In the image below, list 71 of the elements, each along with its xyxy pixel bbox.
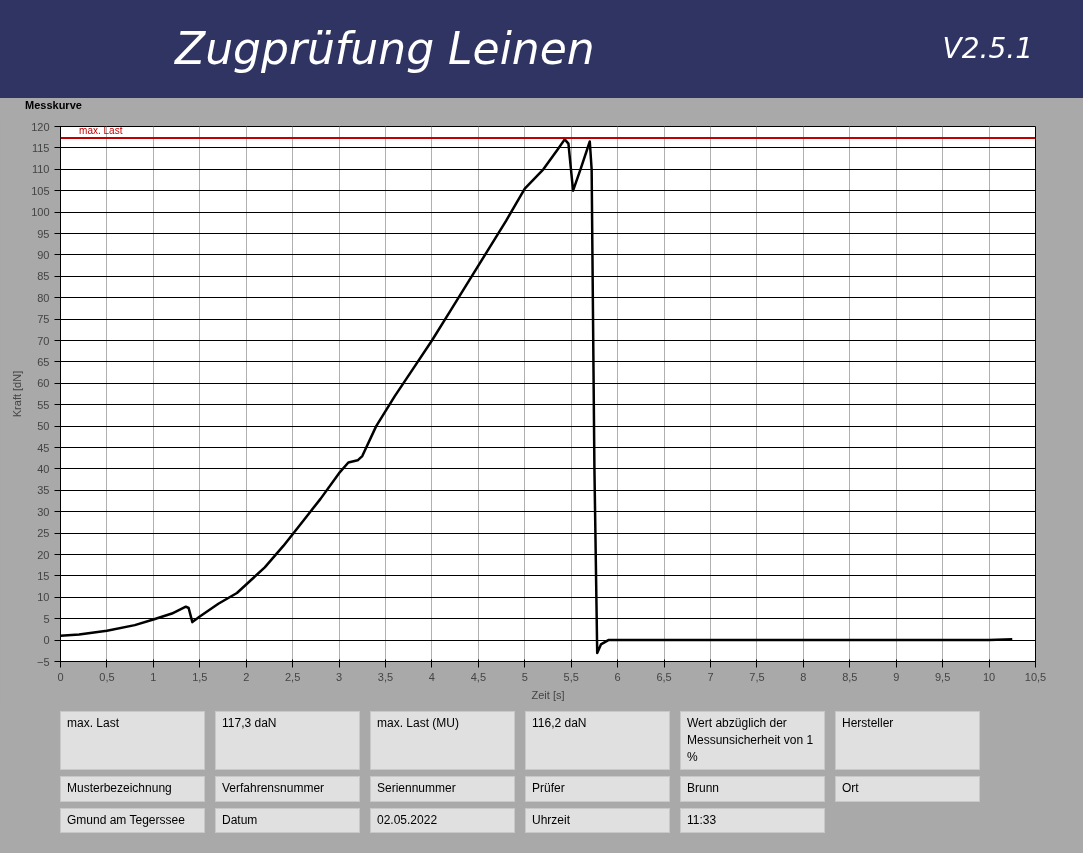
text: Verfahrensnummer	[215, 776, 360, 802]
x-tick-label: 6	[614, 670, 621, 683]
x-tick-label: 2	[243, 670, 250, 683]
x-tick-label: 5,5	[563, 670, 579, 683]
y-tick-label: −5	[36, 655, 50, 668]
x-tick-label: 7,5	[749, 670, 765, 683]
x-tick-label: 0,5	[99, 670, 115, 683]
y-tick-label: 10	[37, 591, 50, 604]
chart-title: Zugprüfung Leinen	[175, 21, 595, 76]
y-tick-label: 105	[31, 184, 50, 197]
x-tick-label: 5	[521, 670, 528, 683]
x-tick-label: 1,5	[192, 670, 208, 683]
y-tick-label: 45	[37, 441, 50, 454]
x-axis-title: Zeit [s]	[531, 688, 565, 701]
y-tick-label: 100	[31, 206, 50, 219]
text: Prüfer	[525, 776, 670, 802]
text: Brunn	[680, 776, 825, 802]
x-tick-label: 6,5	[656, 670, 672, 683]
y-tick-label: 5	[43, 612, 50, 625]
text: Ort	[835, 776, 980, 802]
y-tick-label: 50	[37, 420, 50, 433]
text: Wert abzüglich der Messunsicherheit von 1 %	[680, 711, 825, 771]
y-tick-label: 25	[37, 527, 50, 540]
y-tick-label: 65	[37, 355, 50, 368]
y-tick-label: 120	[31, 120, 50, 133]
y-tick-label: 40	[37, 462, 50, 475]
y-tick-label: 115	[31, 141, 50, 154]
x-tick-label: 10	[982, 670, 996, 683]
text: Uhrzeit	[525, 807, 670, 833]
text: 02.05.2022	[370, 807, 515, 833]
y-tick-label: 90	[37, 248, 50, 261]
text: 11:33	[680, 807, 825, 833]
x-tick-label: 7	[707, 670, 714, 683]
x-tick-label: 8,5	[842, 670, 858, 683]
y-tick-label: 75	[37, 313, 50, 326]
y-tick-label: 70	[37, 334, 50, 347]
x-tick-label: 4	[428, 670, 435, 683]
text: max. Last (MU)	[370, 711, 515, 771]
y-axis-title: Kraft [dN]	[11, 370, 24, 418]
y-tick-label: 15	[37, 569, 50, 582]
x-tick-label: 9	[893, 670, 900, 683]
chart-subtitle: V2.5.1	[942, 31, 1033, 67]
y-tick-label: 0	[43, 634, 50, 647]
x-tick-label: 2,5	[285, 670, 301, 683]
text: 116,2 daN	[525, 711, 670, 771]
y-tick-label: 60	[37, 377, 50, 390]
text: max. Last	[60, 711, 205, 771]
y-tick-label: 85	[37, 270, 50, 283]
y-tick-label: 35	[37, 484, 50, 497]
x-tick-label: 1	[150, 670, 157, 683]
y-tick-label: 30	[37, 505, 50, 518]
y-tick-label: 80	[37, 291, 50, 304]
y-tick-label: 95	[37, 227, 50, 240]
ref-line-label: max. Last	[79, 125, 123, 137]
x-tick-label: 10,5	[1024, 670, 1047, 683]
text: 117,3 daN	[215, 711, 360, 771]
y-tick-label: 55	[37, 398, 50, 411]
text: Gmund am Tegerssee	[60, 807, 205, 833]
x-tick-label: 3,5	[377, 670, 394, 683]
x-tick-label: 9,5	[935, 670, 951, 683]
y-tick-label: 20	[37, 548, 50, 561]
x-tick-label: 8	[800, 670, 807, 683]
text: Datum	[215, 807, 360, 833]
text: Musterbezeichnung	[60, 776, 205, 802]
x-tick-label: 3	[336, 670, 343, 683]
x-tick-label: 0	[57, 670, 64, 683]
y-tick-label: 110	[31, 163, 50, 176]
text: Hersteller	[835, 711, 980, 771]
x-tick-label: 4,5	[470, 670, 487, 683]
text: Seriennummer	[370, 776, 515, 802]
text: Messkurve	[25, 98, 82, 113]
